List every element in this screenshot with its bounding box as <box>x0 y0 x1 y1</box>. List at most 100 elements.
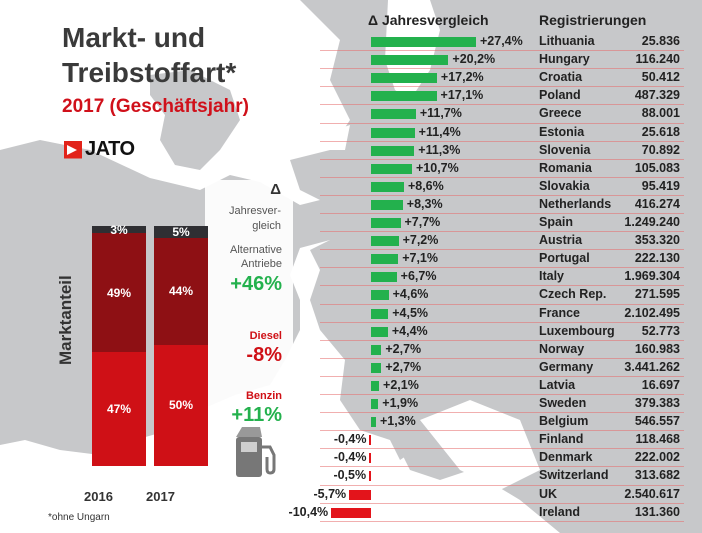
change-bar <box>371 399 379 410</box>
row-separator <box>320 86 684 88</box>
registration-value: 546.557 <box>634 414 680 429</box>
country-name: Ireland <box>539 504 580 519</box>
change-label: -0,4% <box>333 450 367 465</box>
row-separator <box>320 502 684 504</box>
fuel-type-legend <box>205 180 293 475</box>
registration-value: 160.983 <box>634 341 680 356</box>
registration-value: 88.001 <box>641 106 680 121</box>
change-label: +4,6% <box>392 287 429 302</box>
change-label: -0,5% <box>333 468 367 483</box>
registration-value: 222.130 <box>634 251 680 266</box>
category-label-alternative: Alternative <box>230 244 282 256</box>
row-separator <box>320 50 684 52</box>
registration-value: 3.441.262 <box>624 359 680 374</box>
change-label: +4,4% <box>391 323 428 338</box>
jato-logo: JATO <box>64 138 135 161</box>
change-bar <box>331 507 371 518</box>
row-separator <box>320 158 684 160</box>
row-separator <box>320 466 684 468</box>
row-separator <box>320 140 684 142</box>
registration-value: 1.249.240 <box>624 215 680 229</box>
delta-label-2: gleich <box>252 220 281 232</box>
country-name: Estonia <box>539 124 585 139</box>
registration-value: 25.836 <box>641 34 680 48</box>
registration-value: 25.618 <box>641 124 680 139</box>
category-label-diesel: Diesel <box>249 330 282 342</box>
row-separator <box>320 194 684 196</box>
change-label: -10,4% <box>288 504 329 519</box>
change-label: +11,4% <box>418 124 461 139</box>
registration-value: 95.419 <box>641 178 680 193</box>
category-label-benzin: Benzin <box>245 390 282 402</box>
subtitle: 2017 (Geschäftsjahr) <box>62 96 249 117</box>
year-label-2016: 2016 <box>84 489 113 504</box>
country-name: Czech Rep. <box>539 287 607 302</box>
registration-value: 116.240 <box>635 52 681 67</box>
country-name: Hungary <box>539 52 590 67</box>
registration-value: 2.540.617 <box>624 486 680 501</box>
delta-label-1: Jahresver- <box>229 205 281 217</box>
change-bar <box>349 489 371 500</box>
country-name: Switzerland <box>539 468 609 483</box>
registration-value: 487.329 <box>634 88 680 103</box>
stack-segment-alternative-antriebe: 5% <box>154 225 208 239</box>
country-name: Netherlands <box>539 196 612 211</box>
country-name: UK <box>539 486 558 501</box>
country-name: Greece <box>539 106 582 121</box>
row-separator <box>320 267 684 269</box>
change-label: +1,3% <box>379 414 416 429</box>
change-bar <box>369 435 372 446</box>
category-label-alternative-2: Antriebe <box>241 258 282 270</box>
change-bar <box>371 91 437 102</box>
fuel-pump-icon <box>236 427 276 477</box>
row-separator <box>320 412 684 414</box>
change-bar <box>371 326 388 337</box>
y-axis-label: Marktanteil <box>56 275 75 365</box>
country-name: Croatia <box>539 70 583 85</box>
registration-value: 416.274 <box>634 196 680 211</box>
change-label: +6,7% <box>400 269 437 284</box>
change-label: +7,1% <box>402 251 438 266</box>
row-separator <box>320 448 684 450</box>
row-separator <box>320 122 684 124</box>
row-separator <box>320 303 684 305</box>
delta-symbol: Δ <box>270 181 281 198</box>
change-label: -5,7% <box>313 486 347 501</box>
change-label: +1,9% <box>382 396 419 410</box>
registration-value: 379.383 <box>634 396 680 410</box>
change-bar <box>371 181 404 192</box>
change-alternative: +46% <box>230 273 282 295</box>
registration-value: 1.969.304 <box>624 269 680 284</box>
country-name: Lithuania <box>539 34 595 48</box>
change-bar <box>369 453 372 464</box>
row-separator <box>320 484 684 486</box>
registration-value: 52.773 <box>641 323 680 338</box>
registration-value: 222.002 <box>634 450 680 465</box>
country-name: Romania <box>539 160 592 175</box>
jato-logo-text: JATO <box>85 138 135 160</box>
country-name: Luxembourg <box>539 323 615 338</box>
change-bar <box>371 272 397 283</box>
row-separator <box>320 104 684 106</box>
change-label: +2,7% <box>385 341 422 356</box>
row-separator <box>320 375 684 377</box>
country-name: Latvia <box>539 377 576 392</box>
change-label: +17,2% <box>440 70 484 85</box>
row-separator <box>320 394 684 395</box>
change-bar <box>371 55 449 66</box>
change-bar <box>371 344 382 355</box>
registration-value: 131.360 <box>634 504 680 519</box>
country-name: Italy <box>539 269 565 284</box>
change-label: +11,7% <box>419 106 462 121</box>
change-bar <box>371 417 376 428</box>
registration-value: 353.320 <box>634 233 680 248</box>
change-bar <box>371 380 380 391</box>
stack-segment-benzin: 50% <box>154 344 208 466</box>
stack-segment-benzin: 47% <box>92 352 146 466</box>
header-registrations: Registrierungen <box>539 12 647 28</box>
title-line-1: Markt- und <box>62 22 206 53</box>
country-name: France <box>539 305 580 320</box>
footnote: *ohne Ungarn <box>48 512 110 523</box>
country-name: Germany <box>539 359 594 374</box>
change-bar <box>371 362 382 373</box>
